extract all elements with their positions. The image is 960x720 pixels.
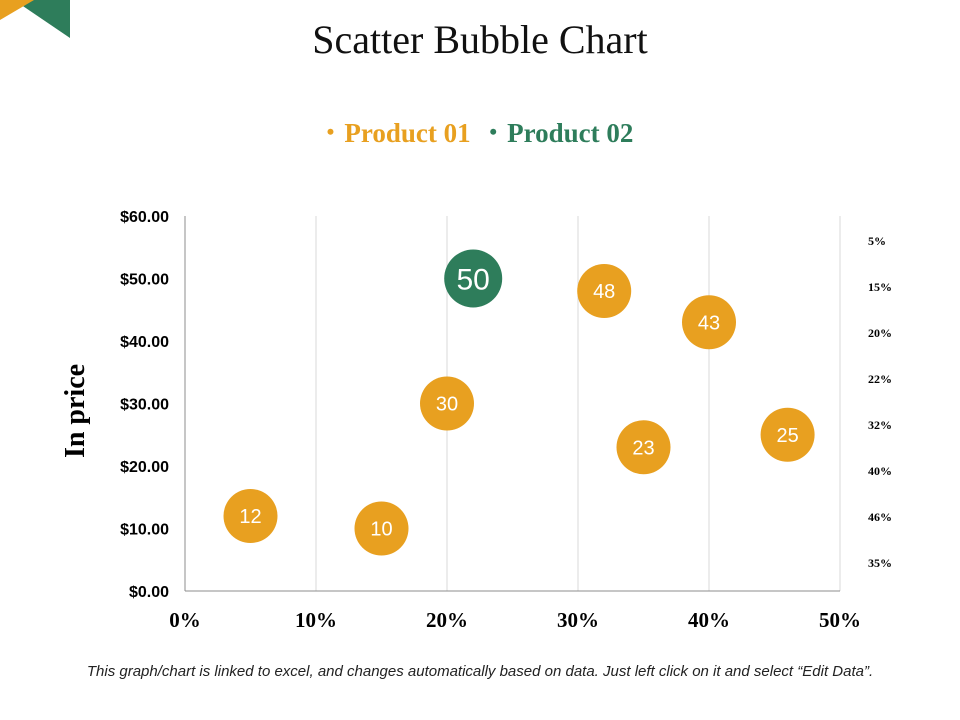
legend-item-product-02: • Product 02: [489, 118, 633, 149]
right-side-label: 5%: [868, 234, 886, 248]
right-side-label: 46%: [868, 510, 892, 524]
bubble-product-01: [682, 295, 736, 350]
bubble-product-01: [616, 420, 671, 475]
x-tick-label: 20%: [426, 608, 468, 632]
y-tick-label: $60.00: [120, 209, 169, 226]
right-side-label: 15%: [868, 280, 892, 294]
right-side-label: 40%: [868, 464, 892, 478]
x-tick-label: 0%: [169, 608, 201, 632]
bubble-product-01: [420, 376, 474, 431]
legend-bullet-product-01: •: [326, 119, 335, 144]
corner-green-triangle: [14, 0, 70, 38]
y-tick-label: $30.00: [120, 397, 169, 414]
bubble-label-product-02: 50: [457, 264, 490, 297]
bubble-label-product-01: 25: [776, 425, 798, 447]
bubble-product-02: [444, 249, 503, 308]
corner-decoration: [0, 0, 70, 38]
bubble-product-01: [760, 407, 815, 462]
bubble-label-product-01: 43: [698, 312, 720, 334]
bubble-label-product-01: 10: [370, 519, 392, 541]
legend-bullet-product-02: •: [489, 119, 498, 144]
y-tick-label: $0.00: [129, 584, 169, 601]
bubble-label-product-01: 23: [632, 437, 654, 459]
bubble-label-product-01: 12: [239, 506, 261, 528]
y-tick-label: $10.00: [120, 522, 169, 539]
right-side-label: 32%: [868, 418, 892, 432]
y-tick-label: $50.00: [120, 272, 169, 289]
legend-item-product-01: • Product 01: [327, 118, 471, 149]
bubble-product-01: [354, 501, 409, 556]
y-tick-label: $20.00: [120, 459, 169, 476]
bubble-product-01: [223, 489, 278, 543]
chart-title: Scatter Bubble Chart: [312, 17, 648, 62]
legend-label-product-02: Product 02: [507, 118, 634, 148]
right-side-label: 20%: [868, 326, 892, 340]
legend-label-product-01: Product 01: [344, 118, 471, 148]
x-tick-label: 30%: [557, 608, 599, 632]
legend: • Product 01 • Product 02: [0, 118, 960, 149]
right-side-label: 22%: [868, 372, 892, 386]
x-tick-label: 10%: [295, 608, 337, 632]
right-side-label: 35%: [868, 556, 892, 570]
bubble-label-product-01: 30: [436, 394, 458, 416]
footnote: This graph/chart is linked to excel, and…: [86, 663, 874, 680]
x-tick-label: 50%: [819, 608, 861, 632]
x-tick-label: 40%: [688, 608, 730, 632]
y-tick-label: $40.00: [120, 334, 169, 351]
bubble-label-product-01: 48: [593, 281, 615, 303]
corner-orange-triangle: [0, 0, 34, 20]
bubble-product-01: [577, 264, 632, 318]
